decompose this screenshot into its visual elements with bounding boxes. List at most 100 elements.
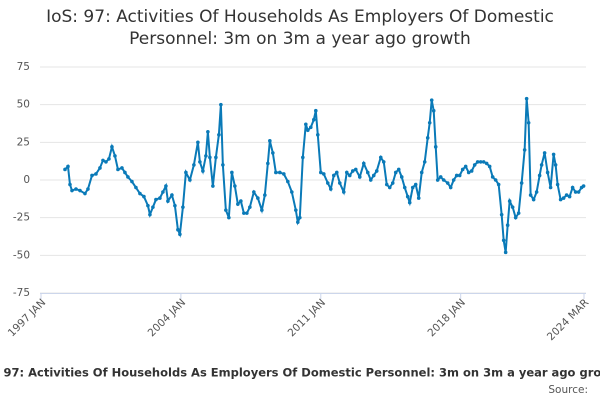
- point: [219, 102, 223, 107]
- point: [501, 238, 506, 243]
- point: [490, 175, 495, 179]
- point: [337, 181, 342, 185]
- point: [94, 172, 98, 176]
- point: [211, 184, 215, 188]
- point: [166, 199, 170, 203]
- point: [294, 208, 298, 212]
- point: [350, 169, 355, 173]
- point: [513, 215, 518, 220]
- point: [384, 182, 389, 187]
- point: [357, 175, 362, 179]
- point: [431, 108, 436, 113]
- point: [263, 193, 267, 197]
- point: [516, 211, 521, 215]
- point: [416, 196, 421, 200]
- point: [204, 154, 208, 158]
- point: [457, 173, 462, 178]
- point: [74, 187, 78, 191]
- point: [545, 170, 550, 175]
- point: [151, 205, 155, 209]
- point: [184, 170, 188, 175]
- y-tick-label: 0: [23, 174, 30, 186]
- point: [101, 158, 105, 163]
- point: [104, 160, 108, 164]
- point: [286, 179, 290, 184]
- point: [325, 181, 330, 185]
- point: [217, 133, 221, 137]
- point: [361, 161, 366, 166]
- point: [242, 211, 246, 215]
- point: [347, 173, 352, 178]
- point: [438, 175, 443, 179]
- point: [558, 197, 563, 202]
- point: [534, 190, 539, 194]
- point: [463, 164, 468, 169]
- point: [236, 202, 240, 206]
- point: [469, 169, 474, 173]
- point: [390, 181, 395, 185]
- point: [344, 170, 349, 175]
- point: [365, 170, 370, 175]
- point: [378, 155, 383, 160]
- point: [176, 227, 180, 232]
- point: [531, 197, 536, 202]
- point: [487, 164, 492, 169]
- point: [178, 232, 182, 237]
- point: [188, 178, 192, 182]
- point: [78, 188, 82, 193]
- point: [298, 215, 302, 220]
- point: [148, 212, 152, 217]
- point: [181, 205, 185, 209]
- point: [334, 170, 339, 175]
- point: [142, 194, 146, 199]
- point: [425, 136, 430, 140]
- point: [120, 166, 124, 170]
- point: [116, 167, 120, 172]
- point: [290, 190, 294, 194]
- point: [528, 193, 533, 197]
- point: [221, 163, 225, 167]
- point: [427, 120, 432, 125]
- point: [68, 182, 72, 187]
- point: [214, 155, 218, 160]
- point: [107, 157, 111, 161]
- point: [201, 169, 205, 173]
- point: [158, 196, 162, 200]
- point: [441, 178, 446, 182]
- y-tick-label: 75: [17, 61, 30, 73]
- point: [576, 190, 581, 194]
- x-tick-label: 2011 JAN: [286, 297, 328, 339]
- y-tick-label: -75: [13, 287, 30, 299]
- y-tick-label: -25: [13, 212, 30, 224]
- point: [304, 122, 308, 127]
- point: [328, 187, 333, 191]
- point: [555, 182, 560, 187]
- point: [405, 194, 410, 199]
- point: [526, 120, 531, 125]
- point: [481, 160, 486, 164]
- point: [510, 205, 515, 209]
- point: [484, 161, 489, 166]
- point: [208, 155, 212, 160]
- point: [381, 160, 386, 164]
- point: [472, 163, 477, 167]
- point: [282, 172, 286, 176]
- point: [410, 185, 415, 190]
- point: [445, 181, 450, 185]
- point: [227, 215, 231, 220]
- point: [402, 185, 407, 190]
- point: [86, 187, 90, 191]
- point: [130, 179, 134, 184]
- point: [387, 185, 392, 190]
- point: [341, 190, 346, 194]
- point: [146, 203, 150, 208]
- point: [192, 163, 196, 167]
- point: [245, 211, 249, 215]
- point: [396, 167, 401, 172]
- point: [66, 164, 70, 169]
- point: [301, 155, 305, 160]
- point: [454, 173, 459, 178]
- point: [553, 163, 558, 167]
